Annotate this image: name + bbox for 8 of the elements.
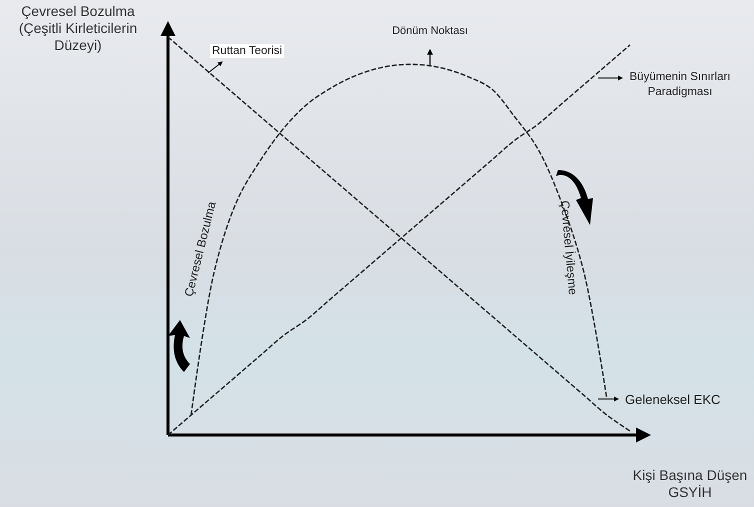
series-label: Geleneksel EKC bbox=[625, 392, 720, 407]
x-axis-title: Kişi Başına Düşen GSYİH bbox=[632, 467, 748, 500]
annotation: Çevresel İyileşme bbox=[558, 200, 580, 296]
series-label: Büyümenin Sınırları Paradigması bbox=[630, 71, 730, 98]
annotation: Dönüm Noktası bbox=[392, 25, 468, 37]
annotation: Çevresel Bozulma bbox=[182, 200, 219, 298]
series-label: Ruttan Teorisi bbox=[212, 45, 282, 57]
y-axis-title: Çevresel Bozulma (Çeşitli Kirleticilerin Düzeyi) bbox=[18, 3, 138, 53]
